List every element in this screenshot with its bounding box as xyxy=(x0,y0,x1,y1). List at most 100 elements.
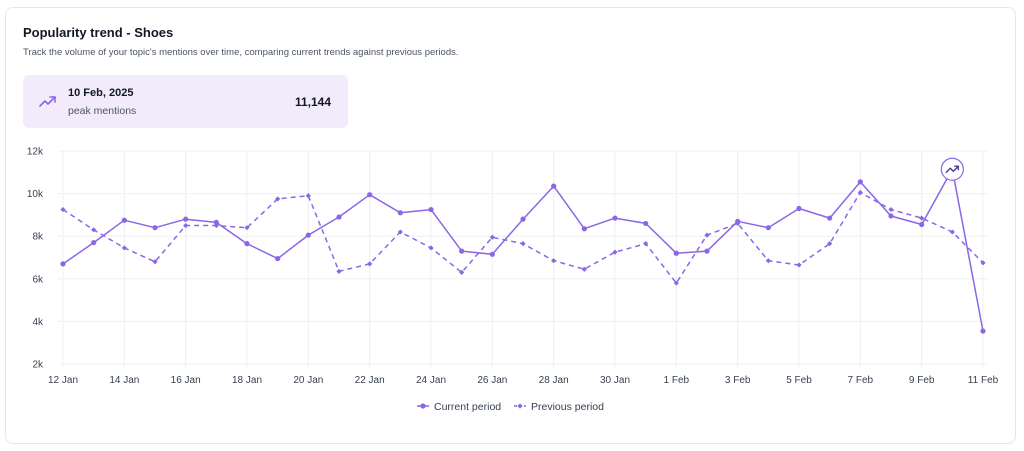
current-period-point[interactable] xyxy=(336,214,342,220)
popularity-trend-card: Popularity trend - Shoes Track the volum… xyxy=(5,7,1016,444)
trending-up-icon xyxy=(945,165,960,173)
peak-summary: 10 Feb, 2025 peak mentions 11,144 xyxy=(23,75,348,128)
y-tick-label: 8k xyxy=(32,232,44,243)
x-tick-label: 26 Jan xyxy=(477,375,507,386)
previous-period-point[interactable] xyxy=(152,259,158,265)
x-tick-label: 30 Jan xyxy=(600,375,630,386)
x-tick-label: 22 Jan xyxy=(355,375,385,386)
previous-period-point[interactable] xyxy=(919,215,925,221)
previous-period-point[interactable] xyxy=(428,245,434,251)
card-subtitle: Track the volume of your topic's mention… xyxy=(23,47,459,58)
current-period-point[interactable] xyxy=(428,206,434,213)
previous-period-point[interactable] xyxy=(367,261,373,267)
current-period-point[interactable] xyxy=(857,179,863,185)
trending-up-icon xyxy=(39,96,56,107)
peak-date: 10 Feb, 2025 xyxy=(68,87,134,99)
y-tick-label: 10k xyxy=(27,189,44,200)
previous-period-point[interactable] xyxy=(888,206,894,213)
card-title: Popularity trend - Shoes xyxy=(23,25,174,40)
peak-label: peak mentions xyxy=(68,105,137,117)
previous-period-point[interactable] xyxy=(704,232,710,238)
y-tick-label: 2k xyxy=(32,360,44,371)
current-period-point[interactable] xyxy=(275,255,281,262)
current-period-point[interactable] xyxy=(796,205,802,212)
current-period-point[interactable] xyxy=(489,251,495,257)
previous-period-point[interactable] xyxy=(91,227,97,233)
peak-marker[interactable] xyxy=(940,157,964,181)
x-tick-label: 3 Feb xyxy=(725,375,751,386)
x-tick-label: 16 Jan xyxy=(171,375,201,386)
previous-period-point[interactable] xyxy=(336,268,342,274)
previous-period-point[interactable] xyxy=(612,249,618,255)
axis-layer: 2k 4k 6k 8k 10k 12k 12 Jan 14 Jan 16 Jan 18 Jan 20… xyxy=(27,147,999,387)
current-period-point[interactable] xyxy=(888,213,894,219)
current-period-point[interactable] xyxy=(91,239,97,246)
previous-period-point[interactable] xyxy=(581,266,587,272)
current-period-point[interactable] xyxy=(673,250,679,256)
current-period-point[interactable] xyxy=(459,248,465,254)
peak-value: 11,144 xyxy=(294,95,331,109)
previous-period-point[interactable] xyxy=(489,234,495,240)
current-period-point[interactable] xyxy=(367,192,373,198)
current-period-point[interactable] xyxy=(520,216,526,222)
x-tick-label: 28 Jan xyxy=(539,375,569,386)
current-period-point[interactable] xyxy=(152,225,158,231)
current-period-point[interactable] xyxy=(244,241,250,247)
chart-legend: Current period Previous period xyxy=(417,401,604,413)
legend-label: Previous period xyxy=(531,401,604,413)
current-period-point[interactable] xyxy=(643,220,649,227)
previous-period-point[interactable] xyxy=(673,280,679,286)
current-period-point[interactable] xyxy=(581,226,587,232)
x-tick-label: 24 Jan xyxy=(416,375,446,386)
legend-marker xyxy=(517,403,523,409)
current-period-point[interactable] xyxy=(60,261,66,267)
current-period-point[interactable] xyxy=(704,248,710,254)
previous-period-point[interactable] xyxy=(244,225,250,231)
x-tick-label: 20 Jan xyxy=(293,375,323,386)
previous-period-point[interactable] xyxy=(857,189,863,196)
previous-period-point[interactable] xyxy=(827,241,833,247)
current-period-point[interactable] xyxy=(765,225,771,231)
previous-period-point[interactable] xyxy=(765,258,771,264)
legend-item[interactable]: Current period xyxy=(417,401,501,413)
previous-period-point[interactable] xyxy=(121,245,127,251)
y-tick-label: 4k xyxy=(32,317,44,328)
x-tick-label: 5 Feb xyxy=(786,375,812,386)
previous-period-point[interactable] xyxy=(551,258,557,264)
grid-layer xyxy=(58,150,988,367)
current-period-point[interactable] xyxy=(121,217,127,223)
previous-period-point[interactable] xyxy=(397,229,403,235)
previous-period-point[interactable] xyxy=(459,269,465,276)
current-period-point[interactable] xyxy=(213,219,219,225)
current-period-point[interactable] xyxy=(305,232,311,238)
x-tick-label: 12 Jan xyxy=(48,375,78,386)
previous-period-point[interactable] xyxy=(183,222,189,229)
y-tick-label: 6k xyxy=(32,274,44,285)
legend-marker xyxy=(420,403,426,409)
y-tick-label: 12k xyxy=(27,147,44,158)
current-period-point[interactable] xyxy=(183,216,189,222)
previous-period-point[interactable] xyxy=(643,241,649,247)
x-tick-label: 14 Jan xyxy=(109,375,139,386)
current-period-point[interactable] xyxy=(735,218,741,224)
x-tick-label: 7 Feb xyxy=(848,375,874,386)
current-period-point[interactable] xyxy=(397,210,403,216)
previous-period-line xyxy=(62,191,984,284)
x-tick-label: 18 Jan xyxy=(232,375,262,386)
previous-period-point[interactable] xyxy=(275,196,281,202)
current-period-point[interactable] xyxy=(827,215,833,221)
legend-label: Current period xyxy=(434,401,501,413)
current-period-point[interactable] xyxy=(919,221,925,228)
previous-period-point[interactable] xyxy=(305,193,311,199)
legend-item[interactable]: Previous period xyxy=(514,401,604,413)
previous-period-point[interactable] xyxy=(60,206,66,213)
x-tick-label: 11 Feb xyxy=(968,375,999,386)
previous-period-point[interactable] xyxy=(949,229,955,235)
previous-period-point[interactable] xyxy=(520,241,526,247)
previous-period-point[interactable] xyxy=(980,260,986,266)
current-period-point[interactable] xyxy=(980,328,986,334)
current-period-point[interactable] xyxy=(551,183,557,189)
current-period-point[interactable] xyxy=(612,215,618,221)
previous-period-point[interactable] xyxy=(796,262,802,268)
